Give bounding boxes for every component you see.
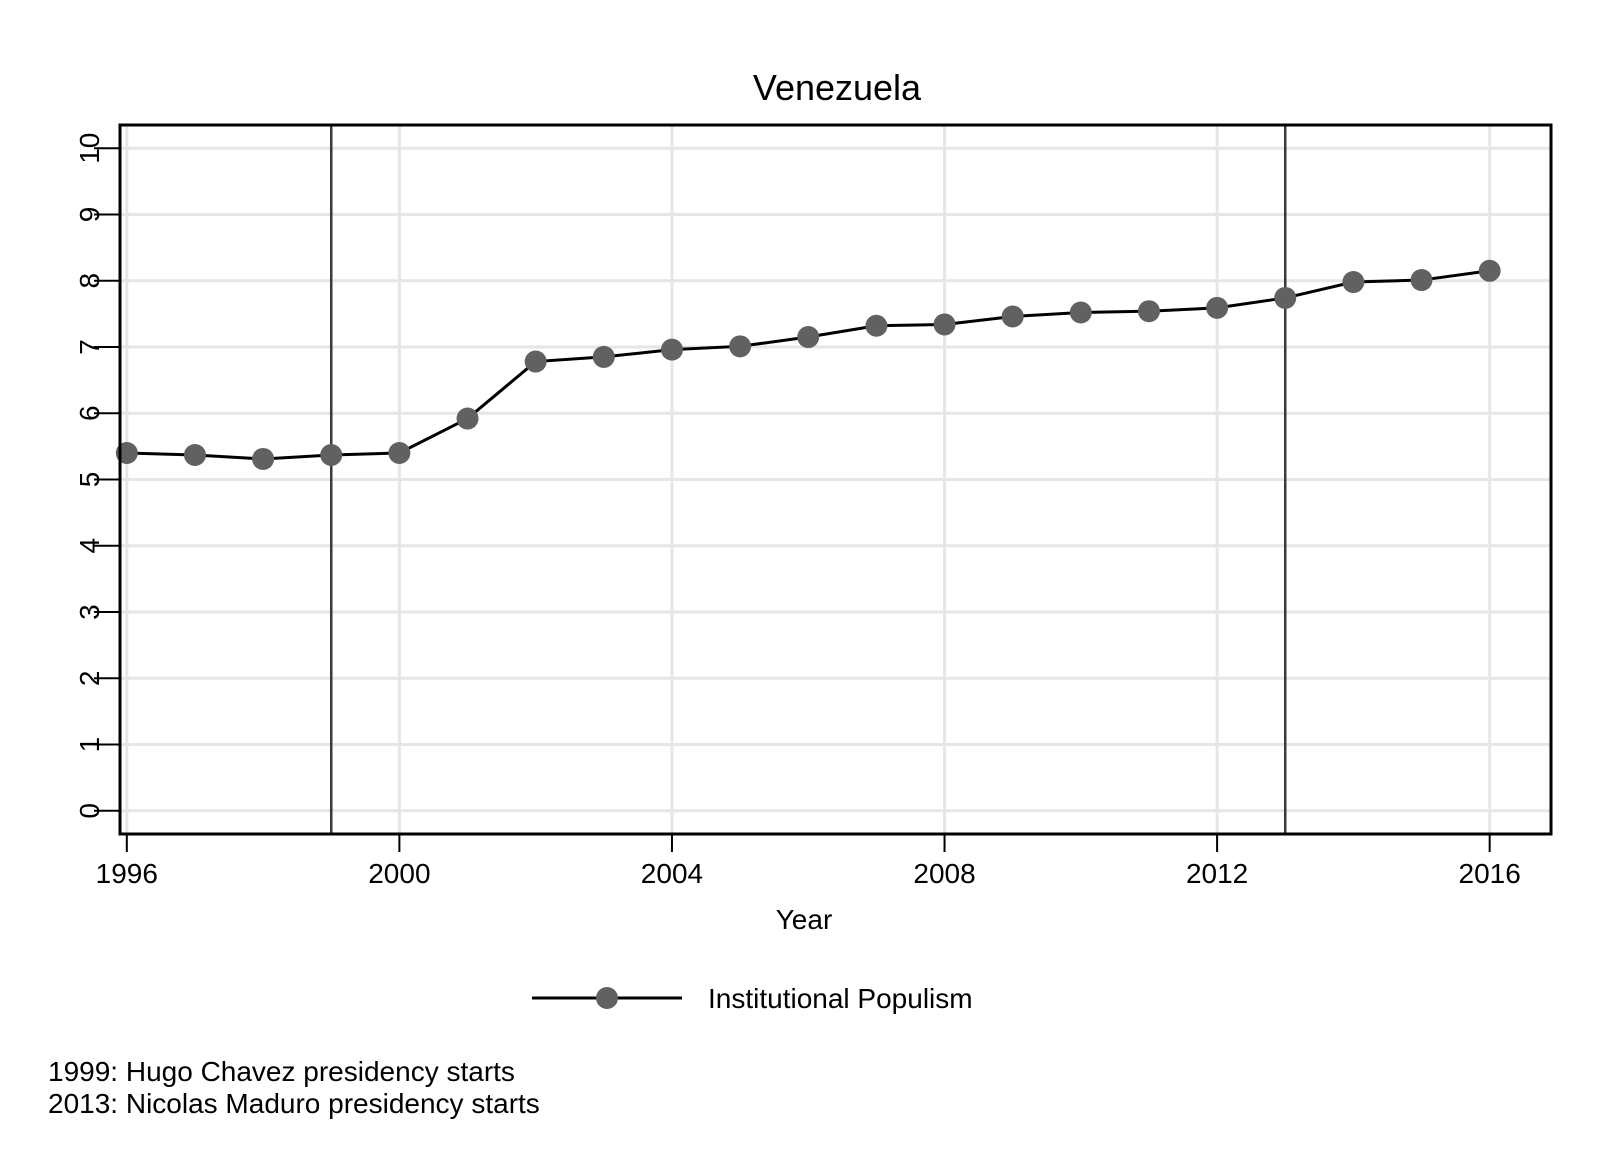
x-tick-label: 2008 <box>913 858 975 889</box>
data-point-2013 <box>1274 286 1297 309</box>
y-tick-label: 2 <box>74 670 105 686</box>
x-tick-label: 2000 <box>368 858 430 889</box>
legend: Institutional Populism <box>532 983 973 1014</box>
x-axis-label: Year <box>776 904 833 935</box>
y-tick-label: 8 <box>74 273 105 289</box>
note-maduro: 2013: Nicolas Maduro presidency starts <box>48 1088 540 1119</box>
y-tick-label: 5 <box>74 472 105 488</box>
note-chavez: 1999: Hugo Chavez presidency starts <box>48 1056 515 1087</box>
data-point-2008 <box>933 313 956 336</box>
y-tick-label: 0 <box>74 803 105 819</box>
y-tick-label: 10 <box>74 133 105 164</box>
y-tick-label: 6 <box>74 405 105 421</box>
data-point-1999 <box>320 443 343 466</box>
data-point-2003 <box>592 345 615 368</box>
data-point-2004 <box>660 338 683 361</box>
data-point-2014 <box>1342 271 1365 294</box>
data-point-2016 <box>1478 259 1501 282</box>
data-point-2010 <box>1069 301 1092 324</box>
grid <box>120 125 1551 834</box>
reference-lines <box>329 125 1287 834</box>
y-axis: 0 1 2 3 4 5 6 7 8 9 10 <box>74 133 120 819</box>
data-point-2000 <box>388 441 411 464</box>
data-point-2006 <box>797 326 820 349</box>
y-tick-label: 1 <box>74 737 105 753</box>
chart-title: Venezuela <box>753 67 922 108</box>
data-point-2012 <box>1206 296 1229 319</box>
data-point-1998 <box>252 447 275 470</box>
data-point-2002 <box>524 350 547 373</box>
data-point-2001 <box>456 407 479 430</box>
x-axis: 1996 2000 2004 2008 2012 2016 <box>96 834 1521 889</box>
x-tick-label: 1996 <box>96 858 158 889</box>
y-tick-label: 7 <box>74 339 105 355</box>
y-tick-label: 9 <box>74 207 105 223</box>
data-point-2005 <box>729 335 752 358</box>
data-point-2011 <box>1137 300 1160 323</box>
y-tick-label: 4 <box>74 538 105 554</box>
x-tick-label: 2004 <box>641 858 703 889</box>
data-point-2009 <box>1001 305 1024 328</box>
data-point-2007 <box>865 314 888 337</box>
series-institutional-populism <box>115 259 1501 470</box>
data-point-2015 <box>1410 269 1433 292</box>
x-tick-label: 2016 <box>1459 858 1521 889</box>
legend-label: Institutional Populism <box>708 983 973 1014</box>
data-point-1997 <box>183 443 206 466</box>
legend-marker <box>596 987 618 1009</box>
y-tick-label: 3 <box>74 604 105 620</box>
x-tick-label: 2012 <box>1186 858 1248 889</box>
